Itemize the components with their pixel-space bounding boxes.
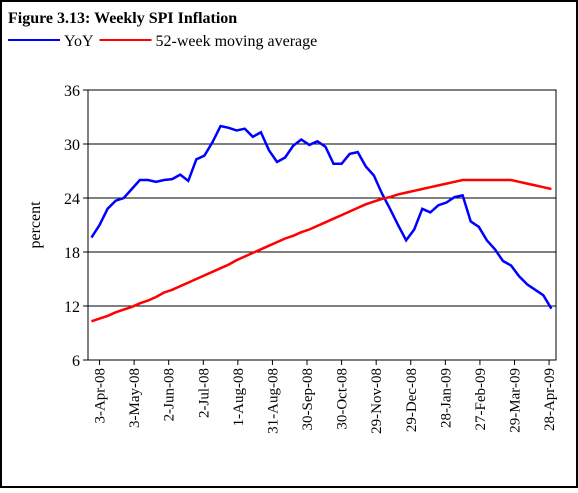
x-tick-label: 3-May-08 [127,368,143,428]
x-tick-label: 30-Oct-08 [335,368,351,430]
x-tick-label: 27-Feb-09 [473,368,489,431]
y-tick-label: 18 [64,245,80,262]
series-line [91,178,552,323]
y-tick-label: 24 [64,191,80,208]
x-tick-label: 2-Jul-08 [196,368,212,418]
y-axis-label: percent [27,201,44,249]
x-tick-label: 29-Mar-09 [508,368,524,433]
series-line [90,124,553,310]
x-tick-label: 1-Aug-08 [231,368,247,426]
legend-label: 52-week moving average [156,33,318,50]
y-tick-label: 30 [64,137,80,154]
x-tick-label: 3-Apr-08 [93,368,109,424]
y-tick-label: 36 [64,83,80,100]
chart-title: Figure 3.13: Weekly SPI Inflation [8,10,237,27]
x-tick-label: 30-Sep-08 [300,368,316,431]
y-tick-label: 6 [72,353,80,370]
x-tick-label: 31-Aug-08 [265,368,281,434]
x-tick-label: 29-Nov-08 [369,368,385,434]
x-tick-label: 28-Jan-09 [438,368,454,428]
y-tick-label: 12 [64,299,80,316]
legend-label: YoY [64,33,94,50]
legend: YoY 52-week moving average [8,33,317,50]
x-tick-label: 28-Apr-09 [542,368,558,431]
x-tick-label: 2-Jun-08 [162,368,178,421]
x-tick-label: 29-Dec-08 [404,368,420,432]
